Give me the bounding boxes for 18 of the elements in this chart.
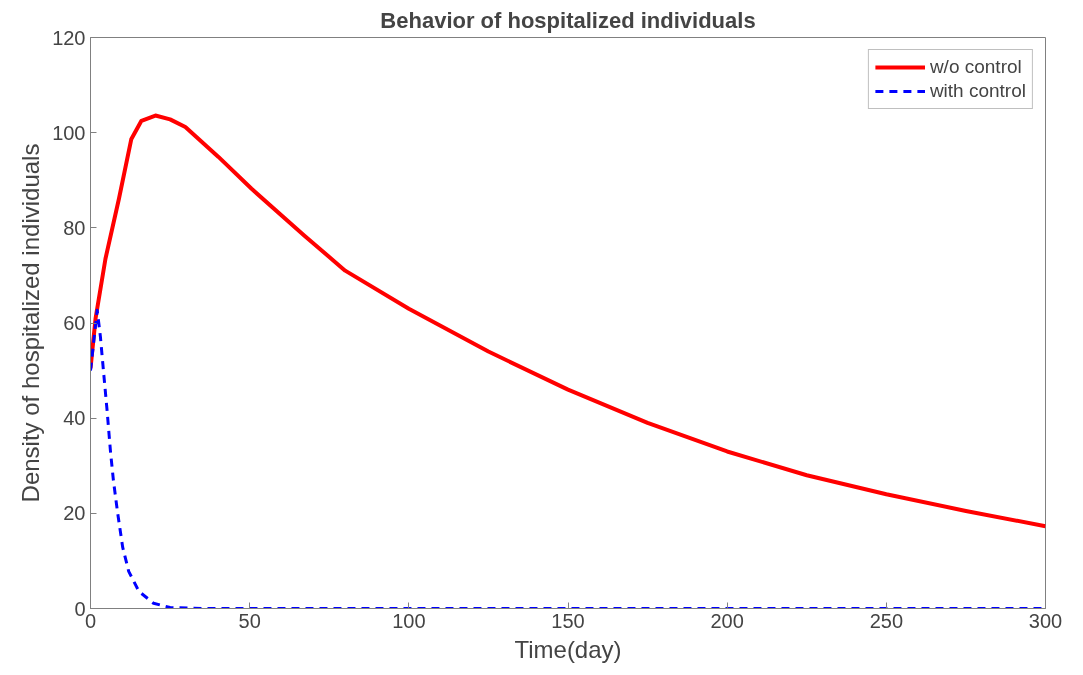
- x-tick-label: 300: [1028, 609, 1063, 632]
- legend-label: w/o control: [929, 56, 1022, 78]
- x-tick-label: 250: [869, 609, 904, 632]
- y-tick-label: 60: [63, 312, 86, 334]
- chart-title: Behavior of hospitalized individuals: [380, 7, 756, 33]
- y-axis-title: Density of hospitalized individuals: [17, 143, 45, 503]
- x-tick-label: 100: [392, 609, 426, 632]
- x-tick-label: 200: [710, 609, 744, 632]
- x-tick-label: 50: [238, 609, 261, 632]
- y-tick-label: 100: [52, 121, 86, 144]
- line-series: [90, 113, 1046, 529]
- y-tick-label: 80: [63, 216, 86, 239]
- legend-label: with control: [929, 80, 1026, 102]
- y-tick-label: 20: [63, 502, 86, 525]
- x-axis-title: Time(day): [514, 635, 622, 663]
- x-tick-label: 150: [551, 609, 585, 632]
- y-tick-label: 120: [52, 26, 86, 49]
- y-tick-label: 40: [63, 407, 86, 430]
